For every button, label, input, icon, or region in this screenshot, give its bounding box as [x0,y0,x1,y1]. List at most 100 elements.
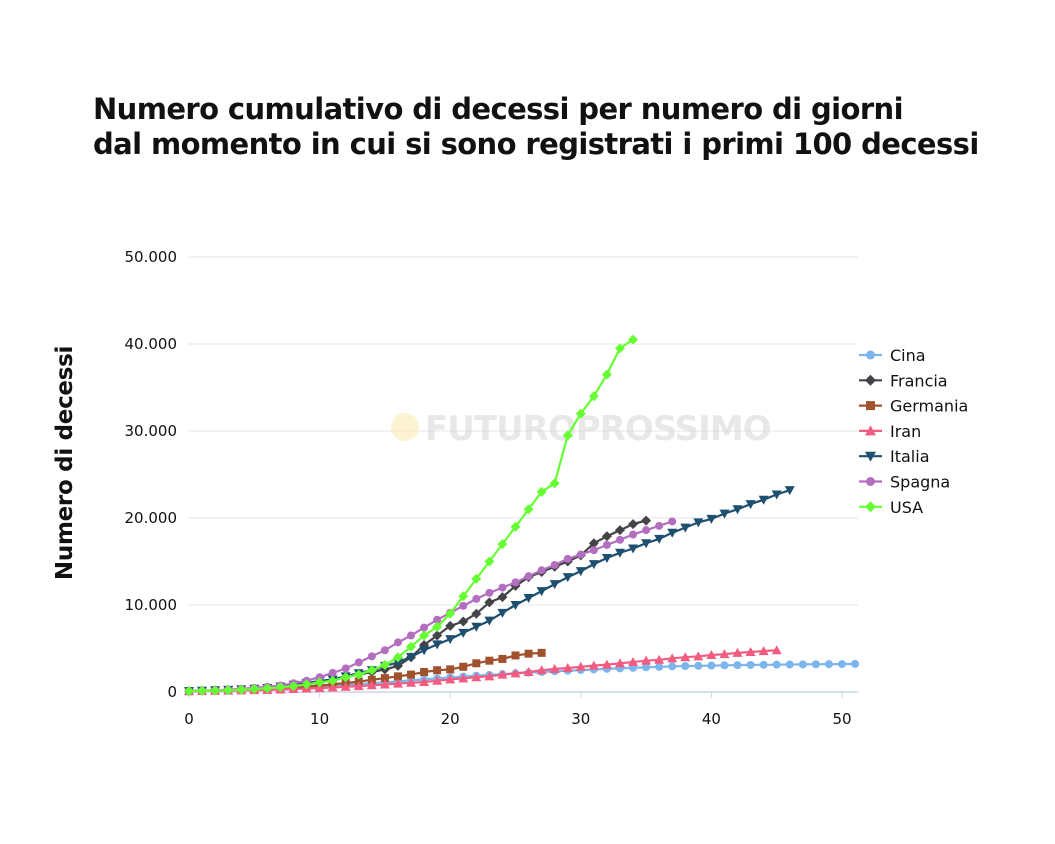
x-tick-label: 40 [702,710,721,728]
data-point-cina [824,660,833,669]
legend-marker-usa [865,501,876,513]
data-point-germania [446,665,455,674]
data-point-iran [445,674,456,684]
data-point-usa [197,685,208,696]
x-tick-label: 0 [184,710,194,728]
data-point-spagna [589,546,598,555]
data-point-spagna [615,535,624,544]
y-tick-label: 40.000 [125,335,178,353]
data-point-spagna [524,572,533,581]
data-point-italia [406,652,417,662]
legend-item-germania[interactable]: Germania [859,397,968,416]
data-point-francia [471,608,482,619]
data-point-usa [432,621,443,632]
data-point-italia [484,616,495,626]
data-point-iran [379,679,390,689]
data-point-germania [498,654,507,663]
data-point-spagna [576,550,585,559]
data-point-cina [655,662,664,671]
data-point-iran [745,646,756,656]
data-point-spagna [563,554,572,563]
data-point-cina [798,660,807,669]
series-usa [184,334,639,697]
data-point-iran [353,681,364,691]
y-tick-label: 0 [167,683,177,701]
y-tick-label: 30.000 [125,422,178,440]
series-line-francia [188,519,647,693]
data-point-iran [667,653,678,663]
data-point-usa [249,684,260,695]
data-point-iran [458,673,469,683]
data-point-cina [720,661,729,670]
data-point-francia [614,525,625,536]
x-tick-label: 20 [441,710,460,728]
data-point-usa [262,683,273,694]
data-point-italia [641,539,652,549]
legend-item-francia[interactable]: Francia [859,371,948,390]
data-point-usa [484,556,495,567]
data-point-iran [562,662,573,672]
data-point-iran [419,676,430,686]
data-point-francia [458,616,469,627]
legend-item-usa[interactable]: USA [859,498,923,517]
data-point-usa [471,573,482,584]
data-point-usa [184,686,194,697]
data-point-spagna [550,560,559,569]
data-point-spagna [668,517,677,526]
data-point-iran [654,654,665,664]
data-point-italia [588,560,599,570]
data-point-iran [758,646,769,656]
data-point-italia [458,628,469,638]
data-point-usa [510,521,521,532]
legend-label-spagna: Spagna [890,473,950,492]
data-point-germania [367,675,376,684]
data-point-iran [549,663,560,673]
data-point-germania [407,670,416,679]
data-point-italia [758,495,769,505]
data-point-cina [772,660,781,669]
legend-item-iran[interactable]: Iran [859,422,921,441]
data-point-italia [719,509,730,519]
data-point-spagna [602,540,611,549]
watermark-text: FUTUROPROSSIMO [425,409,771,449]
data-point-spagna [629,530,638,539]
data-point-iran [575,661,586,671]
data-point-iran [327,682,338,692]
legend-item-spagna[interactable]: Spagna [859,473,950,492]
data-point-usa [588,391,599,402]
data-point-iran [523,666,534,676]
data-point-italia [445,635,456,645]
data-point-cina [642,663,651,672]
series-italia [184,486,795,697]
data-point-italia [771,490,782,500]
data-point-cina [681,662,690,671]
legend-marker-spagna [866,477,875,486]
chart-title-line-2: dal momento in cui si sono registrati i … [93,127,979,161]
data-point-cina [851,659,860,668]
data-point-spagna [315,673,324,682]
data-point-iran [680,652,691,662]
data-point-cina [746,660,755,669]
data-point-germania [420,667,429,676]
data-point-italia [654,534,665,544]
data-point-germania [433,666,442,675]
data-point-iran [719,649,730,659]
data-point-usa [628,334,639,345]
legend: Cina Francia Germania Iran Italia Spagna USA [859,346,968,517]
x-tick-label: 50 [832,710,851,728]
data-point-usa [314,677,325,688]
data-point-italia [419,646,430,656]
data-point-spagna [459,601,468,610]
data-point-cina [811,660,820,669]
data-point-usa [379,660,390,671]
data-point-italia [575,567,586,577]
grid-lines [188,256,858,606]
legend-item-italia[interactable]: Italia [859,447,930,466]
data-point-italia [523,594,534,604]
data-point-usa [275,682,286,693]
legend-item-cina[interactable]: Cina [859,346,926,365]
legend-marker-germania [866,401,875,411]
data-point-usa [523,504,534,515]
data-point-usa [366,665,377,676]
data-point-germania [511,651,520,660]
